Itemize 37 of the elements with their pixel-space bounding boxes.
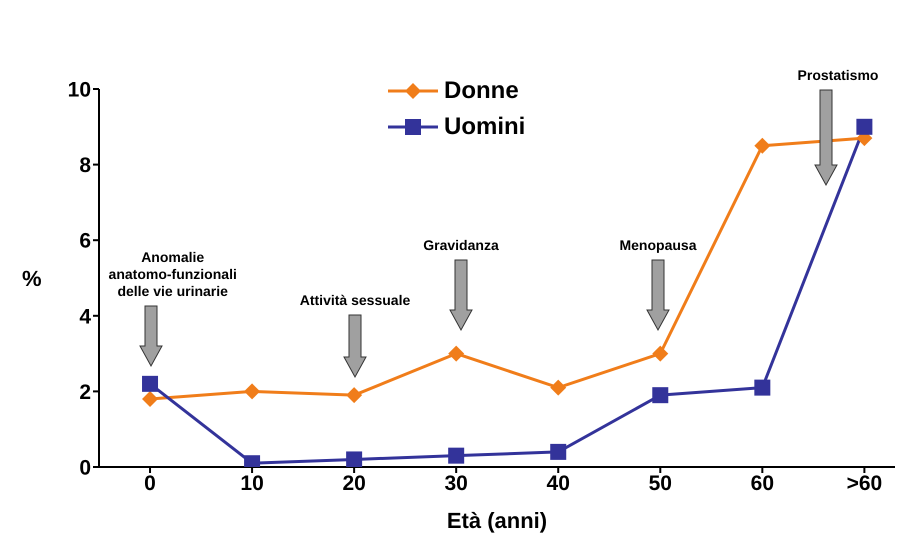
y-tick-label: 10: [68, 78, 91, 102]
annotation: Gravidanza: [423, 237, 499, 253]
annotation: Attività sessuale: [300, 292, 410, 308]
point: [346, 451, 362, 467]
legend-label: Uomini: [444, 113, 526, 141]
y-tick-label: 4: [79, 305, 92, 328]
x-tick-label: 20: [342, 472, 366, 495]
x-tick-label: 60: [750, 472, 774, 495]
x-tick-label: 50: [648, 472, 672, 495]
point: [142, 390, 158, 407]
x-tick-label: >60: [846, 472, 882, 495]
point: [856, 118, 872, 135]
y-tick-label: 0: [79, 456, 91, 480]
point: [244, 383, 260, 400]
x-tick-label: 0: [144, 472, 156, 495]
point: [652, 387, 668, 404]
point: [448, 346, 464, 362]
point: [754, 138, 770, 154]
y-tick-label: 2: [79, 380, 91, 404]
point: [142, 376, 158, 392]
x-tick-label: 10: [240, 472, 264, 495]
annotation: Menopausa: [619, 237, 697, 253]
annotation: Anomalie anatomo-funzionali delle vie urinarie: [108, 249, 237, 299]
y-axis-title: %: [22, 266, 42, 291]
legend-label: Donne: [444, 77, 519, 105]
y-tick-label: 8: [79, 154, 92, 178]
x-tick-label: 40: [546, 472, 570, 495]
point: [346, 387, 362, 404]
point: [550, 380, 566, 396]
text: Prostatismo: [798, 67, 878, 83]
x-axis-title: Età (anni): [446, 508, 548, 533]
x-tick-label: 30: [444, 472, 468, 495]
point: [448, 448, 464, 464]
point: [652, 346, 668, 362]
y-tick-label: 6: [79, 230, 91, 253]
point: [550, 444, 566, 460]
point: [754, 380, 770, 396]
